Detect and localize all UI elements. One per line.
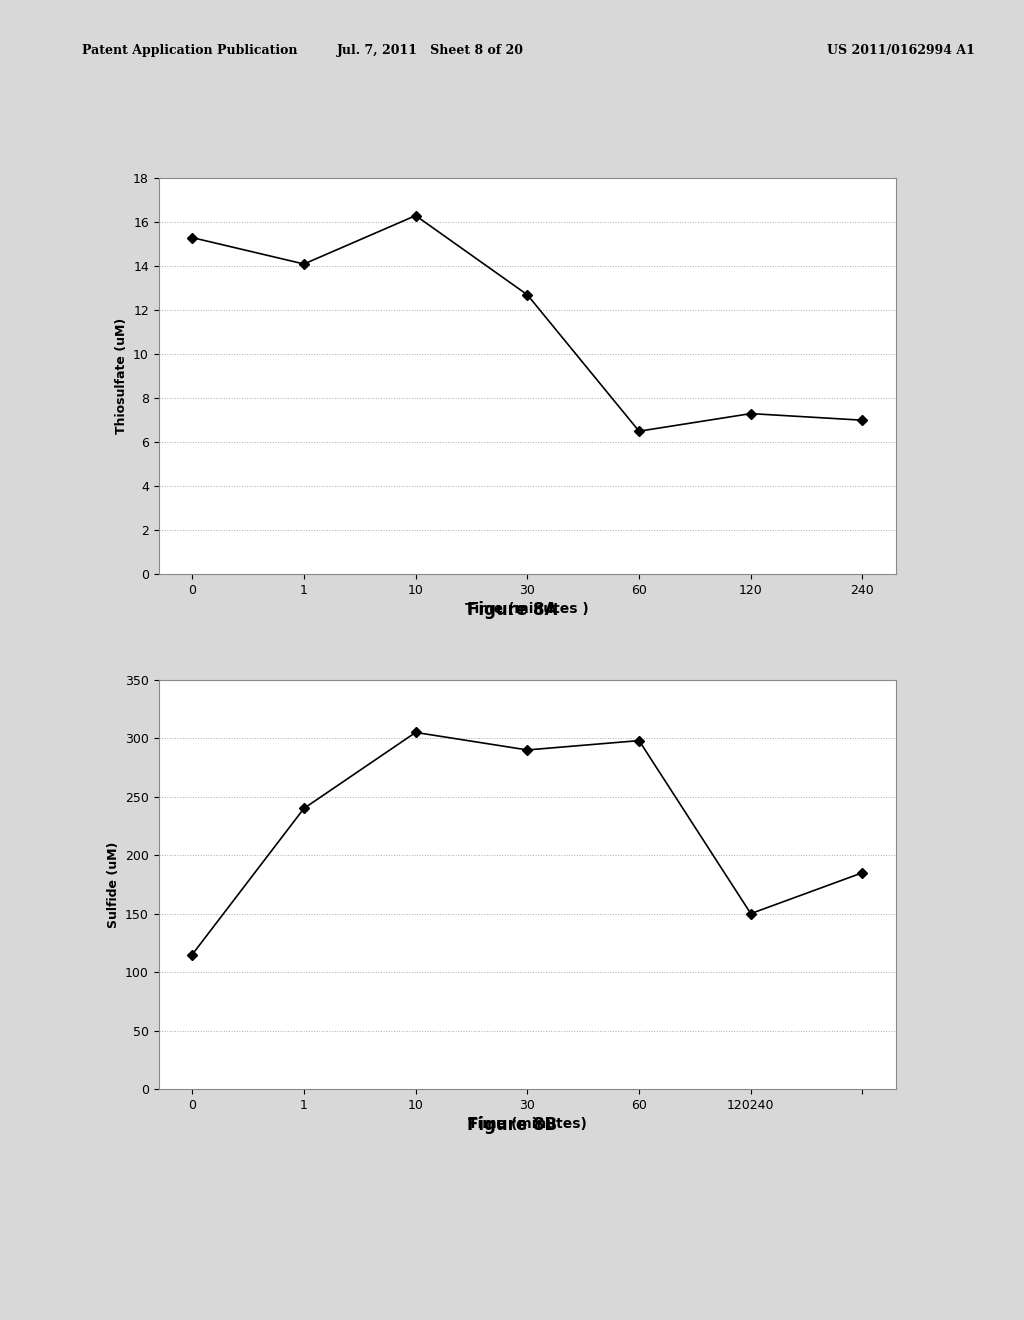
Text: Jul. 7, 2011   Sheet 8 of 20: Jul. 7, 2011 Sheet 8 of 20 [337,45,523,57]
X-axis label: Time (minutes ): Time (minutes ) [466,602,589,616]
X-axis label: Time (minutes): Time (minutes) [468,1117,587,1131]
Text: Patent Application Publication: Patent Application Publication [82,45,297,57]
Text: Figure 8A: Figure 8A [467,601,557,619]
Text: US 2011/0162994 A1: US 2011/0162994 A1 [827,45,975,57]
Y-axis label: Thiosulfate (uM): Thiosulfate (uM) [115,318,128,434]
Y-axis label: Sulfide (uM): Sulfide (uM) [106,841,120,928]
Text: Figure 8B: Figure 8B [467,1115,557,1134]
